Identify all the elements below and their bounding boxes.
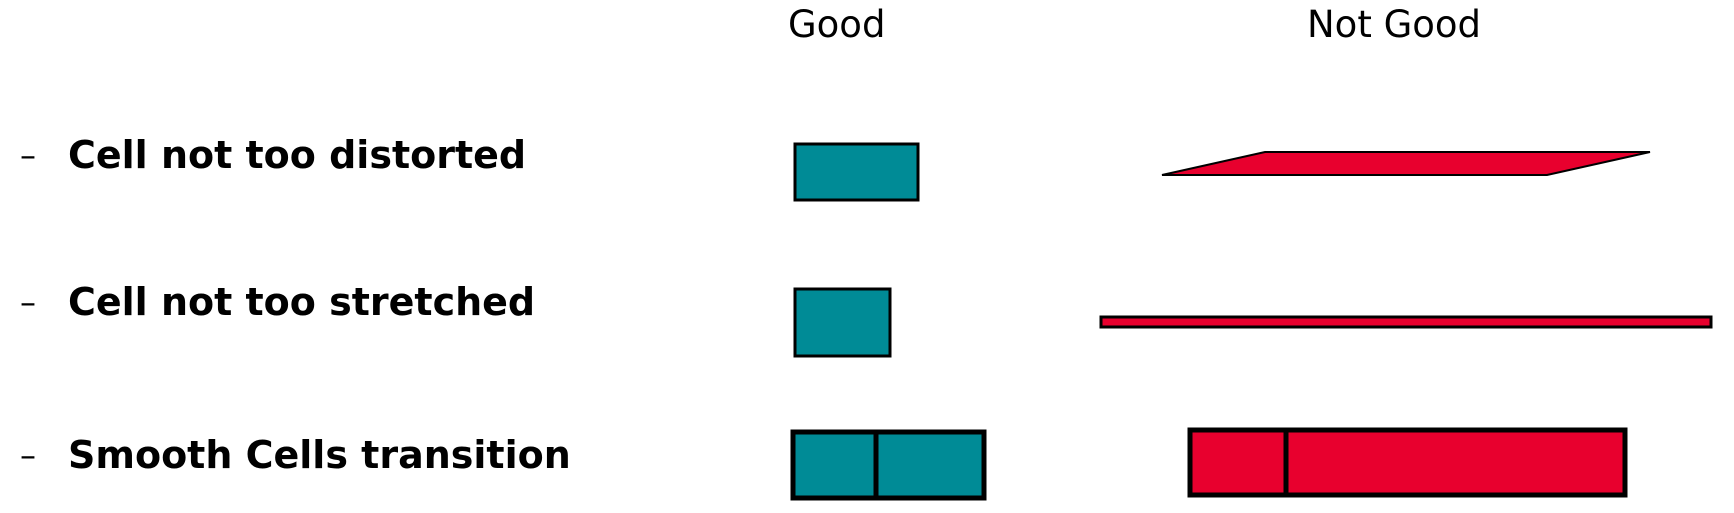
good-transition-cell-left: [790, 429, 879, 501]
criterion-stretching: – Cell not too stretched: [20, 272, 535, 332]
good-undistorted-cell: [793, 142, 920, 202]
not-good-column-header: Not Good: [1307, 3, 1482, 46]
criterion-label: Cell not too stretched: [68, 280, 536, 324]
criterion-label: Smooth Cells transition: [68, 433, 571, 477]
bad-transition-cell-left: [1187, 427, 1289, 498]
criterion-label: Cell not too distorted: [68, 133, 527, 177]
good-unstretched-cell: [793, 287, 892, 358]
bad-stretched-cell: [1099, 315, 1713, 329]
bullet-dash: –: [20, 283, 36, 321]
bad-transition-cell-right: [1283, 427, 1628, 498]
criterion-transition: – Smooth Cells transition: [20, 425, 571, 485]
criterion-distortion: – Cell not too distorted: [20, 125, 526, 185]
bad-distorted-cell: [1161, 151, 1651, 176]
good-column-header: Good: [788, 3, 886, 46]
good-transition-cell-right: [873, 429, 987, 501]
bullet-dash: –: [20, 136, 36, 174]
bullet-dash: –: [20, 436, 36, 474]
